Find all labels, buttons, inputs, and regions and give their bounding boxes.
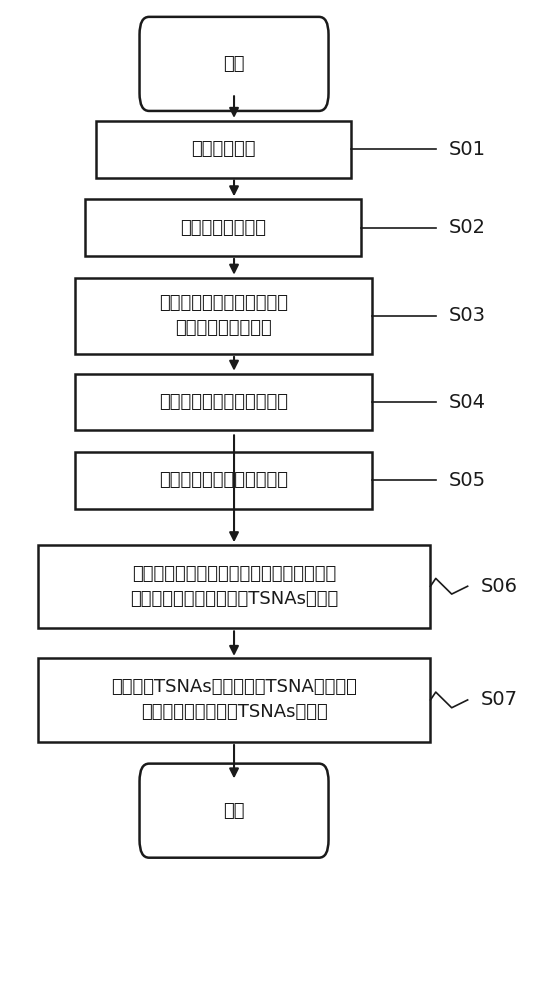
FancyBboxPatch shape <box>38 545 430 628</box>
FancyBboxPatch shape <box>75 452 372 509</box>
Text: 准备烟草原料: 准备烟草原料 <box>191 140 255 158</box>
Text: 基于四种TSNAs的总量和各TSNA的已知的
存在比率来估计四种TSNAs的含量: 基于四种TSNAs的总量和各TSNA的已知的 存在比率来估计四种TSNAs的含量 <box>111 678 357 721</box>
Text: 获取荧光指纹信息: 获取荧光指纹信息 <box>180 219 267 237</box>
Text: S06: S06 <box>481 577 518 596</box>
Text: S01: S01 <box>449 140 486 159</box>
Text: S02: S02 <box>449 218 486 237</box>
Text: S03: S03 <box>449 306 486 325</box>
FancyBboxPatch shape <box>96 121 351 178</box>
FancyBboxPatch shape <box>85 199 362 256</box>
Text: 开始: 开始 <box>223 55 245 73</box>
Text: S07: S07 <box>481 690 518 709</box>
Text: 验证估计模型（校准曲线）: 验证估计模型（校准曲线） <box>159 471 288 489</box>
FancyBboxPatch shape <box>139 17 328 111</box>
Text: S04: S04 <box>449 392 486 412</box>
FancyBboxPatch shape <box>75 374 372 430</box>
Text: S05: S05 <box>449 471 486 490</box>
Text: 结束: 结束 <box>223 802 245 820</box>
FancyBboxPatch shape <box>38 658 430 742</box>
Text: 对所获取的荧光指纹信息的
预处理（根据需要）: 对所获取的荧光指纹信息的 预处理（根据需要） <box>159 294 288 337</box>
Text: 使用校准曲线基于未知试样（烟草原料）的
荧光指纹信息来估计四种TSNAs的总量: 使用校准曲线基于未知试样（烟草原料）的 荧光指纹信息来估计四种TSNAs的总量 <box>130 565 338 608</box>
Text: 制作估计模型（校准曲线）: 制作估计模型（校准曲线） <box>159 393 288 411</box>
FancyBboxPatch shape <box>75 278 372 354</box>
FancyBboxPatch shape <box>139 764 328 858</box>
